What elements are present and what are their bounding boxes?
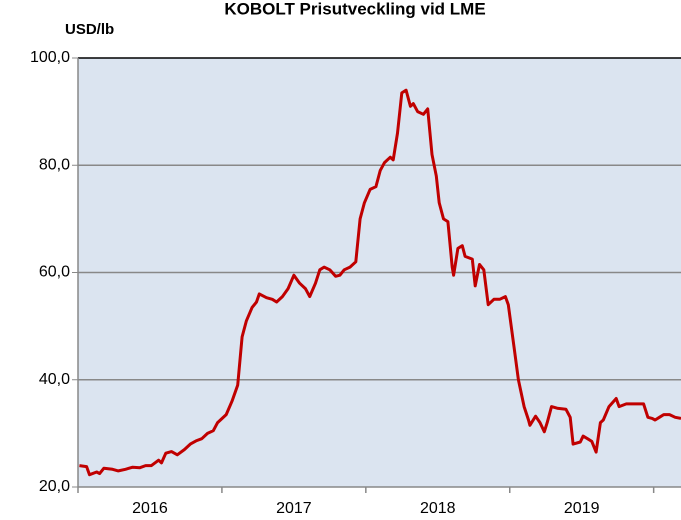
y-tick-label: 80,0 — [39, 156, 70, 173]
y-tick-label: 60,0 — [39, 264, 70, 281]
y-tick-label: 40,0 — [39, 371, 70, 388]
x-tick-label: 2016 — [132, 500, 168, 517]
x-tick-label: 2017 — [276, 500, 312, 517]
y-tick-label: 20,0 — [39, 478, 70, 495]
price-line — [79, 88, 681, 477]
x-tick-label: 2018 — [420, 500, 456, 517]
y-axis-label: USD/lb — [65, 21, 114, 38]
x-tick-label: 2019 — [564, 500, 600, 517]
chart-title: KOBOLT Prisutveckling vid LME — [224, 0, 485, 18]
y-tick-label: 100,0 — [30, 49, 70, 66]
